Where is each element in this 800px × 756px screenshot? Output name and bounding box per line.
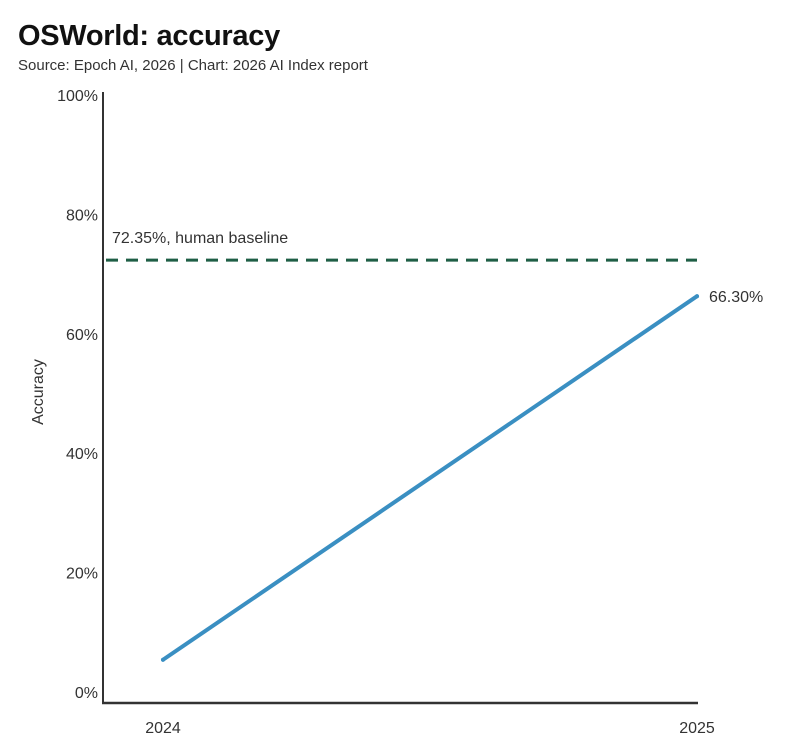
x-tick-label: 2024: [145, 720, 181, 737]
y-tick-label: 100%: [57, 88, 98, 105]
y-tick-label: 20%: [66, 566, 98, 583]
series-line: [161, 294, 699, 662]
chart-subtitle: Source: Epoch AI, 2026 | Chart: 2026 AI …: [18, 57, 368, 74]
data-point: [161, 657, 165, 662]
x-tick-label: 2025: [679, 720, 715, 737]
end-value-label: 66.30%: [709, 289, 763, 306]
chart-title: OSWorld: accuracy: [18, 20, 280, 52]
y-tick-label: 80%: [66, 207, 98, 224]
human-baseline-label: 72.35%, human baseline: [112, 230, 288, 247]
y-tick-label: 60%: [66, 327, 98, 344]
y-tick-label: 40%: [66, 446, 98, 463]
y-axis-label: Accuracy: [30, 359, 47, 425]
y-tick-label: 0%: [75, 685, 98, 702]
data-point: [695, 294, 699, 299]
